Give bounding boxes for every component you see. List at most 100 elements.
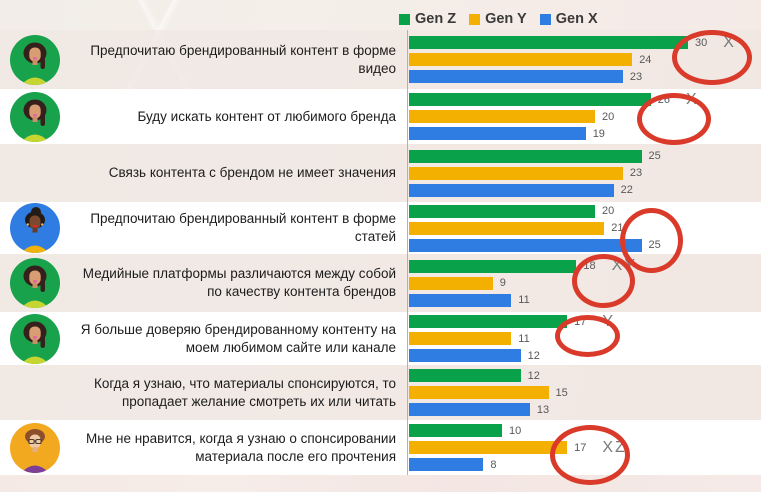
chart-row: Связь контента с брендом не имеет значен… [0, 144, 761, 202]
girl-green-avatar-icon [10, 91, 60, 142]
bar-value: 12 [527, 349, 540, 362]
bar-group: 25 23 22 [407, 144, 761, 202]
bar-value: 11 [518, 332, 530, 345]
bar-value: 8 [490, 458, 497, 471]
bar-group: 20 21 25 [407, 202, 761, 254]
chart-row: Мне не нравится, когда я узнаю о спонсир… [0, 420, 761, 485]
bar-value: 17 [574, 315, 587, 328]
bar-gen-y [409, 332, 512, 345]
annotation-letters: X [723, 33, 736, 51]
bar-gen-y [409, 276, 493, 290]
bar-value: 23 [629, 167, 643, 179]
bar-group: 17 Y 11 12 [407, 312, 761, 365]
girl-green-avatar-icon [10, 313, 60, 364]
chart-row: Медийные платформы различаются между соб… [0, 254, 761, 312]
gen-y-swatch-icon [469, 13, 481, 25]
gen-z-swatch-icon [399, 13, 410, 25]
row-label: Мне не нравится, когда я узнаю о спонсир… [86, 430, 396, 464]
chart-row: Когда я узнаю, что материалы спонсируютс… [0, 365, 761, 420]
row-label: Предпочитаю брендированный контент в фор… [90, 211, 396, 244]
bar-gen-y [409, 221, 605, 235]
girl-green-avatar-icon [10, 258, 60, 308]
bar-group: 10 17 XZ 8 [407, 420, 761, 475]
bar-gen-x [409, 458, 484, 471]
bar-value: 15 [555, 386, 568, 399]
row-label: Когда я узнаю, что материалы спонсируютс… [93, 375, 396, 409]
bar-gen-x [409, 70, 623, 83]
gen-x-swatch-icon [539, 13, 551, 25]
legend: Gen Z Gen Y Gen X [399, 9, 598, 29]
bar-gen-x [409, 238, 642, 252]
chart-row: Предпочитаю брендированный контент в фор… [0, 202, 761, 273]
annotation-letters: XY [611, 257, 637, 274]
row-label: Я больше доверяю брендированному контент… [80, 321, 396, 355]
chart-row: Буду искать контент от любимого бренда 2… [0, 89, 761, 145]
bottom-photo-strip [0, 475, 761, 492]
annotation-letters: Y [602, 312, 616, 330]
bar-gen-y [409, 386, 549, 399]
bar-gen-y [409, 441, 568, 454]
bar-value: 20 [602, 205, 615, 217]
row-label: Медийные платформы различаются между соб… [82, 266, 396, 299]
avatar-cell [0, 203, 70, 253]
bar-value: 25 [648, 239, 661, 251]
bar-value: 13 [536, 403, 550, 416]
bar-value: 30 [695, 36, 708, 49]
bar-gen-x [409, 403, 530, 416]
bar-value: 18 [583, 260, 596, 272]
bar-group: 12 15 13 [407, 365, 761, 420]
bar-gen-z [409, 369, 521, 382]
row-label: Связь контента с брендом не имеет значен… [108, 165, 396, 180]
bar-value: 11 [518, 294, 530, 306]
bar-gen-z [409, 93, 651, 106]
bar-value: 20 [602, 110, 615, 123]
bar-gen-z [409, 204, 595, 218]
annotation-letters: XZ [602, 438, 627, 456]
bar-value: 19 [592, 127, 605, 140]
bar-gen-x [409, 183, 614, 197]
man-orange-avatar-icon [10, 422, 60, 473]
bar-value: 12 [527, 369, 540, 382]
bar-gen-z [409, 315, 568, 328]
bar-value: 23 [629, 70, 643, 83]
row-label: Буду искать контент от любимого бренда [137, 108, 396, 124]
chart-row: Предпочитаю брендированный контент в фор… [0, 30, 761, 89]
chart-rows: Предпочитаю брендированный контент в фор… [0, 30, 761, 485]
avatar-cell [0, 34, 70, 85]
legend-label: Gen Z [415, 11, 457, 27]
bar-gen-z [409, 424, 502, 437]
bar-gen-z [409, 259, 577, 273]
bar-value: 9 [499, 277, 506, 289]
girl-green-avatar-icon [10, 34, 60, 85]
bar-gen-x [409, 349, 521, 362]
avatar-cell [0, 422, 70, 473]
row-label: Предпочитаю брендированный контент в фор… [90, 42, 396, 76]
bar-value: 24 [639, 53, 652, 66]
bar-value: 25 [648, 150, 661, 162]
avatar-cell [0, 91, 70, 142]
bar-group: 30 X 24 23 [407, 30, 761, 89]
bar-gen-y [409, 53, 633, 66]
bar-gen-x [409, 127, 586, 140]
legend-item-gen-y: Gen Y [469, 11, 527, 27]
bar-value: 10 [509, 424, 522, 437]
bar-value: 17 [574, 441, 587, 454]
annotation-letters: X [686, 90, 699, 108]
legend-item-gen-x: Gen X [539, 11, 598, 27]
avatar-cell [0, 313, 70, 364]
legend-item-gen-z: Gen Z [399, 11, 456, 27]
avatar-cell [0, 258, 70, 308]
bar-value: 26 [657, 93, 671, 106]
bar-gen-z [409, 36, 688, 49]
bar-gen-z [409, 149, 642, 163]
bar-gen-x [409, 293, 512, 307]
bar-group: 18 XY 9 11 [407, 254, 761, 312]
legend-label: Gen X [555, 11, 598, 27]
woman-blue-avatar-icon [10, 203, 60, 253]
bar-value: 21 [611, 222, 624, 234]
chart-row: Я больше доверяю брендированному контент… [0, 312, 761, 365]
bar-gen-y [409, 110, 595, 123]
bar-group: 26 X 20 19 [407, 89, 761, 144]
bar-gen-y [409, 166, 623, 180]
